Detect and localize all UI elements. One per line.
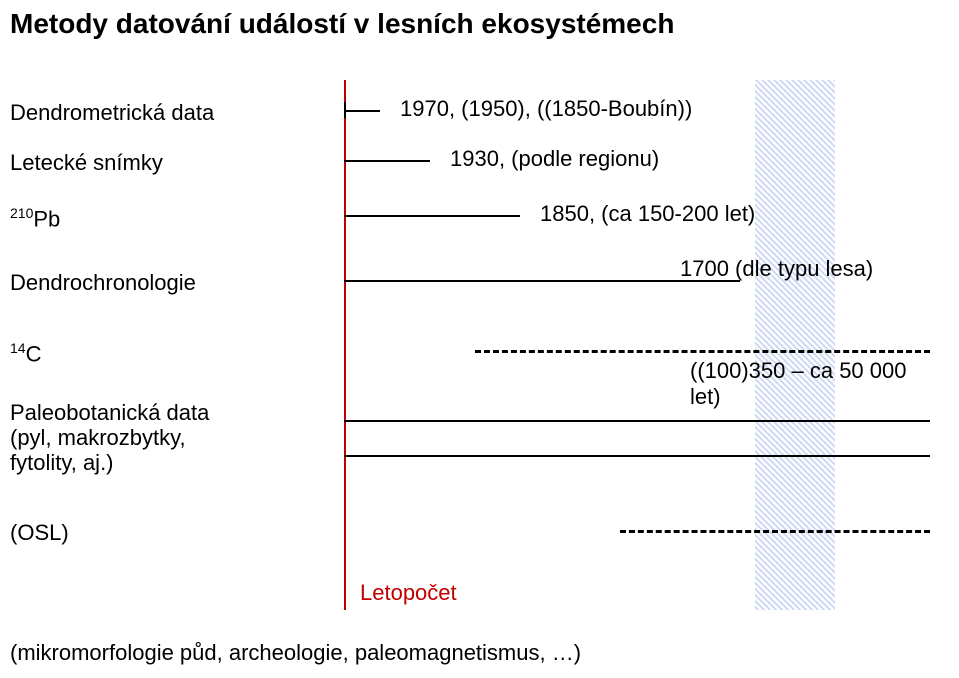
ann-dendrochron: 1700 (dle typu lesa): [680, 256, 873, 282]
page: Metody datování událostí v lesních ekosy…: [0, 0, 959, 678]
method-paleo-line2: (pyl, makrozbytky,: [10, 425, 310, 451]
method-aerial: Letecké snímky: [10, 150, 310, 176]
axis-label: Letopočet: [360, 580, 457, 606]
line-pb210: [344, 215, 520, 217]
line-paleo-bottom: [344, 455, 930, 457]
method-paleo-line3: fytolity, aj.): [10, 450, 310, 476]
method-c14: 14C: [10, 340, 310, 367]
line-dendrometric: [344, 110, 380, 112]
line-c14: [475, 350, 930, 353]
ann-aerial: 1930, (podle regionu): [450, 146, 659, 172]
line-paleo-top: [344, 420, 930, 422]
c14-isotope: 14: [10, 340, 26, 356]
method-dendrometric: Dendrometrická data: [10, 100, 310, 126]
c14-symbol: C: [26, 341, 42, 366]
ann-pb210: 1850, (ca 150-200 let): [540, 201, 755, 227]
ann-dendrometric: 1970, (1950), ((1850-Boubín)): [400, 96, 692, 122]
line-aerial: [344, 160, 430, 162]
method-osl: (OSL): [10, 520, 310, 546]
line-osl: [620, 530, 930, 533]
timeline-area: Letopočet 1970, (1950), ((1850-Boubín)) …: [320, 0, 940, 678]
method-dendrochron: Dendrochronologie: [10, 270, 310, 296]
pb210-isotope: 210: [10, 205, 33, 221]
pb210-symbol: Pb: [33, 206, 60, 231]
ann-c14: ((100)350 – ca 50 000 let): [690, 358, 940, 410]
method-paleo-line1: Paleobotanická data: [10, 400, 310, 426]
method-pb210: 210Pb: [10, 205, 310, 232]
footer-note: (mikromorfologie půd, archeologie, paleo…: [10, 640, 581, 666]
